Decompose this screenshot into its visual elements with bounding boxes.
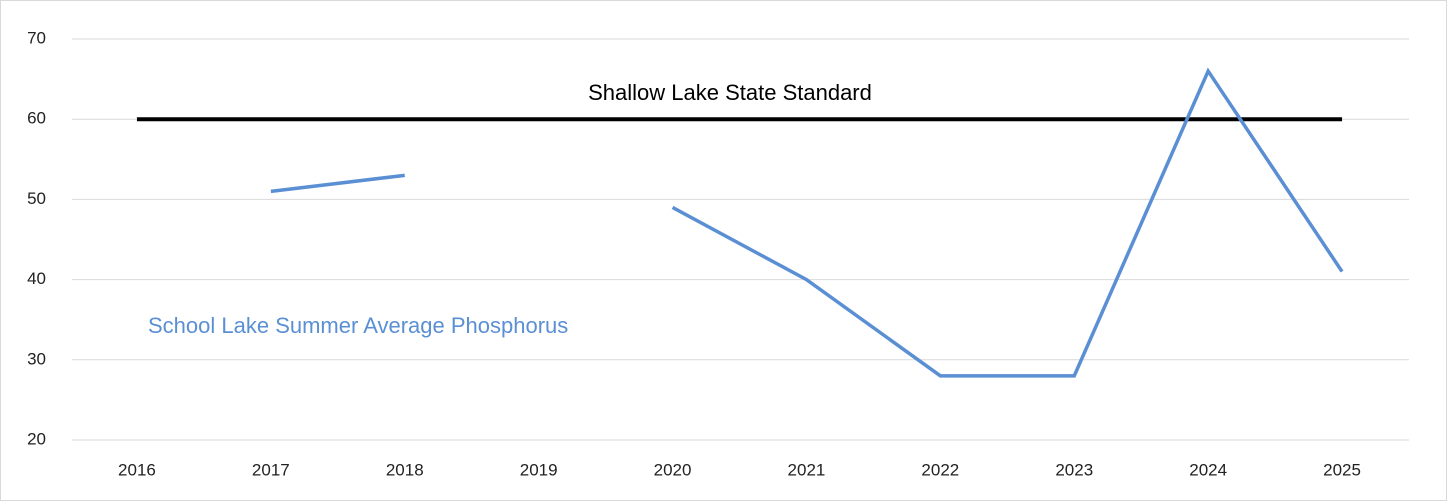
y-tick-label: 40 [27,269,46,288]
y-tick-label: 30 [27,349,46,368]
y-tick-label: 60 [27,109,46,128]
y-tick-label: 20 [27,429,46,448]
x-tick-label: 2020 [654,460,692,479]
x-tick-label: 2022 [921,460,959,479]
x-tick-label: 2021 [788,460,826,479]
x-tick-label: 2018 [386,460,424,479]
series-label: School Lake Summer Average Phosphorus [148,313,568,338]
x-tick-label: 2024 [1189,460,1227,479]
x-tick-label: 2023 [1055,460,1093,479]
y-tick-label: 70 [27,28,46,47]
y-tick-label: 50 [27,189,46,208]
x-tick-label: 2017 [252,460,290,479]
x-tick-label: 2025 [1323,460,1361,479]
x-tick-label: 2019 [520,460,558,479]
series-line [270,67,1344,378]
x-tick-label: 2016 [118,460,156,479]
series-label: Shallow Lake State Standard [588,80,872,105]
